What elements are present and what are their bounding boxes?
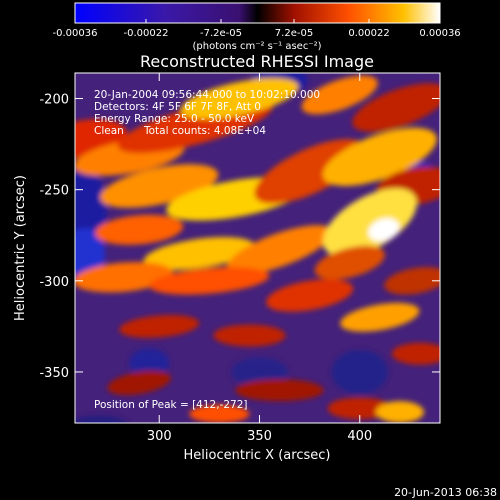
plot-frame <box>74 72 441 424</box>
x-tick-label: 400 <box>347 429 372 444</box>
y-tick-label: -300 <box>39 275 69 290</box>
emission-blob <box>226 225 333 275</box>
emission-blob <box>129 348 170 378</box>
emission-blob <box>95 214 184 245</box>
colorbar <box>74 2 441 24</box>
emission-blob <box>375 401 424 423</box>
emission-blob <box>391 342 440 365</box>
y-axis: -200 -250 -300 -350 <box>39 93 440 381</box>
emission-blob <box>301 75 378 115</box>
emission-blob <box>314 245 385 280</box>
emission-blob <box>119 314 200 338</box>
x-tick-label: 350 <box>247 429 272 444</box>
emission-blob <box>231 357 288 387</box>
emission-blob <box>75 261 174 293</box>
footer-timestamp: 20-Jun-2013 06:38 <box>394 486 497 499</box>
colorbar-tick-label: 0.00022 <box>348 28 389 39</box>
y-tick-label: -350 <box>39 366 69 381</box>
chart-title: Reconstructed RHESSI Image <box>140 52 374 71</box>
x-axis: 300 350 400 <box>147 73 372 444</box>
emission-blob <box>368 218 400 242</box>
annotation-time-range: 20-Jan-2004 09:56:44.000 to 10:02:10.000 <box>94 89 320 101</box>
emission-blob <box>149 267 270 295</box>
heatmap-image <box>75 73 440 423</box>
emission-blob <box>266 279 354 312</box>
y-axis-label: Heliocentric Y (arcsec) <box>13 175 28 321</box>
emission-blob <box>331 350 388 394</box>
emission-blob <box>189 404 250 423</box>
colorbar-tick-label: -0.00036 <box>53 28 98 39</box>
y-tick-label: -250 <box>39 184 69 199</box>
emission-blob <box>322 188 417 257</box>
emission-blob <box>384 267 440 295</box>
emission-blob <box>100 164 219 208</box>
annotation-algorithm: Clean <box>94 125 124 137</box>
annotation-counts: Total counts: 4.08E+04 <box>143 125 266 137</box>
colorbar-ticks: -0.00036 -0.00022 -7.2e-05 7.2e-05 0.00022 0.… <box>53 19 461 39</box>
emission-blob <box>327 397 392 420</box>
emission-blob <box>340 302 420 332</box>
colorbar-tick-label: 0.00036 <box>419 28 460 39</box>
x-axis-label: Heliocentric X (arcsec) <box>184 448 331 463</box>
emission-blob <box>143 237 255 270</box>
annotation-peak: Position of Peak = [412,-272] <box>94 399 248 411</box>
emission-blob <box>75 415 128 423</box>
emission-blob <box>352 83 440 132</box>
emission-blob <box>180 78 299 119</box>
x-tick-label: 300 <box>147 429 172 444</box>
y-tick-label: -200 <box>39 93 69 108</box>
colorbar-tick-label: 7.2e-05 <box>275 28 313 39</box>
emission-blob <box>322 127 437 186</box>
emission-blob <box>75 227 106 279</box>
emission-blob <box>235 379 324 402</box>
colorbar-tick-label: -0.00022 <box>123 28 168 39</box>
colorbar-unit-label: (photons cm⁻² s⁻¹ asec⁻²) <box>192 41 321 52</box>
emission-blob <box>107 370 171 396</box>
colorbar-tick-label: -7.2e-05 <box>200 28 242 39</box>
emission-blob <box>213 324 286 347</box>
annotation-energy: Energy Range: 25.0 - 50.0 keV <box>94 113 255 125</box>
annotation-detectors: Detectors: 4F 5F 6F 7F 8F, Att 0 <box>94 101 261 113</box>
